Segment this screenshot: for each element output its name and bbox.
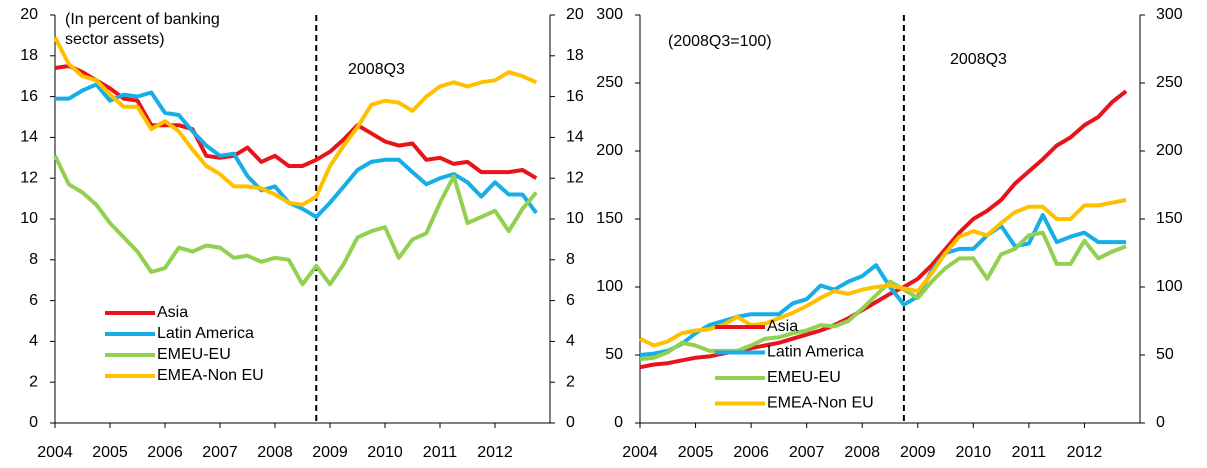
y2-tick-label: 250 xyxy=(1156,74,1183,91)
y2-tick-label: 16 xyxy=(566,88,584,105)
y2-tick-label: 2 xyxy=(566,373,575,390)
y-tick-label: 150 xyxy=(596,210,623,227)
x-tick-label: 2007 xyxy=(789,444,825,461)
annotation: 2008Q3 xyxy=(348,61,405,78)
legend-label: Asia xyxy=(767,318,798,335)
annotation: 2008Q3 xyxy=(950,51,1007,68)
legend-label: EMEU-EU xyxy=(157,346,231,363)
y2-tick-label: 8 xyxy=(566,251,575,268)
x-tick-label: 2005 xyxy=(92,444,128,461)
y2-tick-label: 10 xyxy=(566,210,584,227)
x-tick-label: 2006 xyxy=(733,444,769,461)
subtitle: (In percent of banking xyxy=(65,11,220,28)
y-tick-label: 14 xyxy=(20,129,38,146)
legend-label: EMEU-EU xyxy=(767,369,841,386)
y-tick-label: 20 xyxy=(20,6,38,23)
y-tick-label: 18 xyxy=(20,47,38,64)
x-tick-label: 2010 xyxy=(367,444,403,461)
y2-tick-label: 6 xyxy=(566,292,575,309)
series-line xyxy=(54,64,538,180)
x-tick-label: 2004 xyxy=(622,444,658,461)
y-tick-label: 4 xyxy=(29,333,38,350)
x-tick-label: 2004 xyxy=(37,444,73,461)
x-tick-label: 2009 xyxy=(900,444,936,461)
series-line xyxy=(55,82,538,219)
x-tick-label: 2010 xyxy=(956,444,992,461)
y2-tick-label: 14 xyxy=(566,129,584,146)
y2-tick-label: 200 xyxy=(1156,142,1183,159)
y2-tick-label: 300 xyxy=(1156,6,1183,23)
series-line xyxy=(53,154,538,287)
y2-tick-label: 4 xyxy=(566,333,575,350)
legend-label: EMEA-Non EU xyxy=(767,395,874,412)
x-tick-label: 2012 xyxy=(1067,444,1103,461)
subtitle: (2008Q3=100) xyxy=(668,33,772,50)
y-tick-label: 2 xyxy=(29,373,38,390)
y2-tick-label: 0 xyxy=(566,414,575,431)
y-tick-label: 100 xyxy=(596,278,623,295)
y-tick-label: 6 xyxy=(29,292,38,309)
series-line xyxy=(639,212,1127,357)
y2-tick-label: 100 xyxy=(1156,278,1183,295)
y-tick-label: 200 xyxy=(596,142,623,159)
y2-tick-label: 18 xyxy=(566,47,584,64)
y-tick-label: 8 xyxy=(29,251,38,268)
x-tick-label: 2005 xyxy=(678,444,714,461)
x-tick-label: 2007 xyxy=(202,444,238,461)
y2-tick-label: 0 xyxy=(1156,414,1165,431)
x-tick-label: 2006 xyxy=(147,444,183,461)
x-tick-label: 2009 xyxy=(312,444,348,461)
subtitle: sector assets) xyxy=(65,31,165,48)
legend-label: EMEA-Non EU xyxy=(157,367,264,384)
x-tick-label: 2012 xyxy=(477,444,513,461)
legend-label: Latin America xyxy=(157,325,254,342)
y-tick-label: 12 xyxy=(20,169,38,186)
y-tick-label: 0 xyxy=(29,414,38,431)
y2-tick-label: 20 xyxy=(566,6,584,23)
legend-label: Asia xyxy=(157,304,188,321)
x-tick-label: 2008 xyxy=(844,444,880,461)
series-line xyxy=(53,36,538,207)
y-tick-label: 10 xyxy=(20,210,38,227)
y-tick-label: 250 xyxy=(596,74,623,91)
y-tick-label: 0 xyxy=(614,414,623,431)
y2-tick-label: 150 xyxy=(1156,210,1183,227)
y-tick-label: 16 xyxy=(20,88,38,105)
y-tick-label: 300 xyxy=(596,6,623,23)
x-tick-label: 2011 xyxy=(423,444,458,461)
y2-tick-label: 50 xyxy=(1156,346,1174,363)
y-tick-label: 50 xyxy=(605,346,623,363)
x-tick-label: 2008 xyxy=(257,444,293,461)
y2-tick-label: 12 xyxy=(566,169,584,186)
legend-label: Latin America xyxy=(767,344,864,361)
x-tick-label: 2011 xyxy=(1012,444,1047,461)
